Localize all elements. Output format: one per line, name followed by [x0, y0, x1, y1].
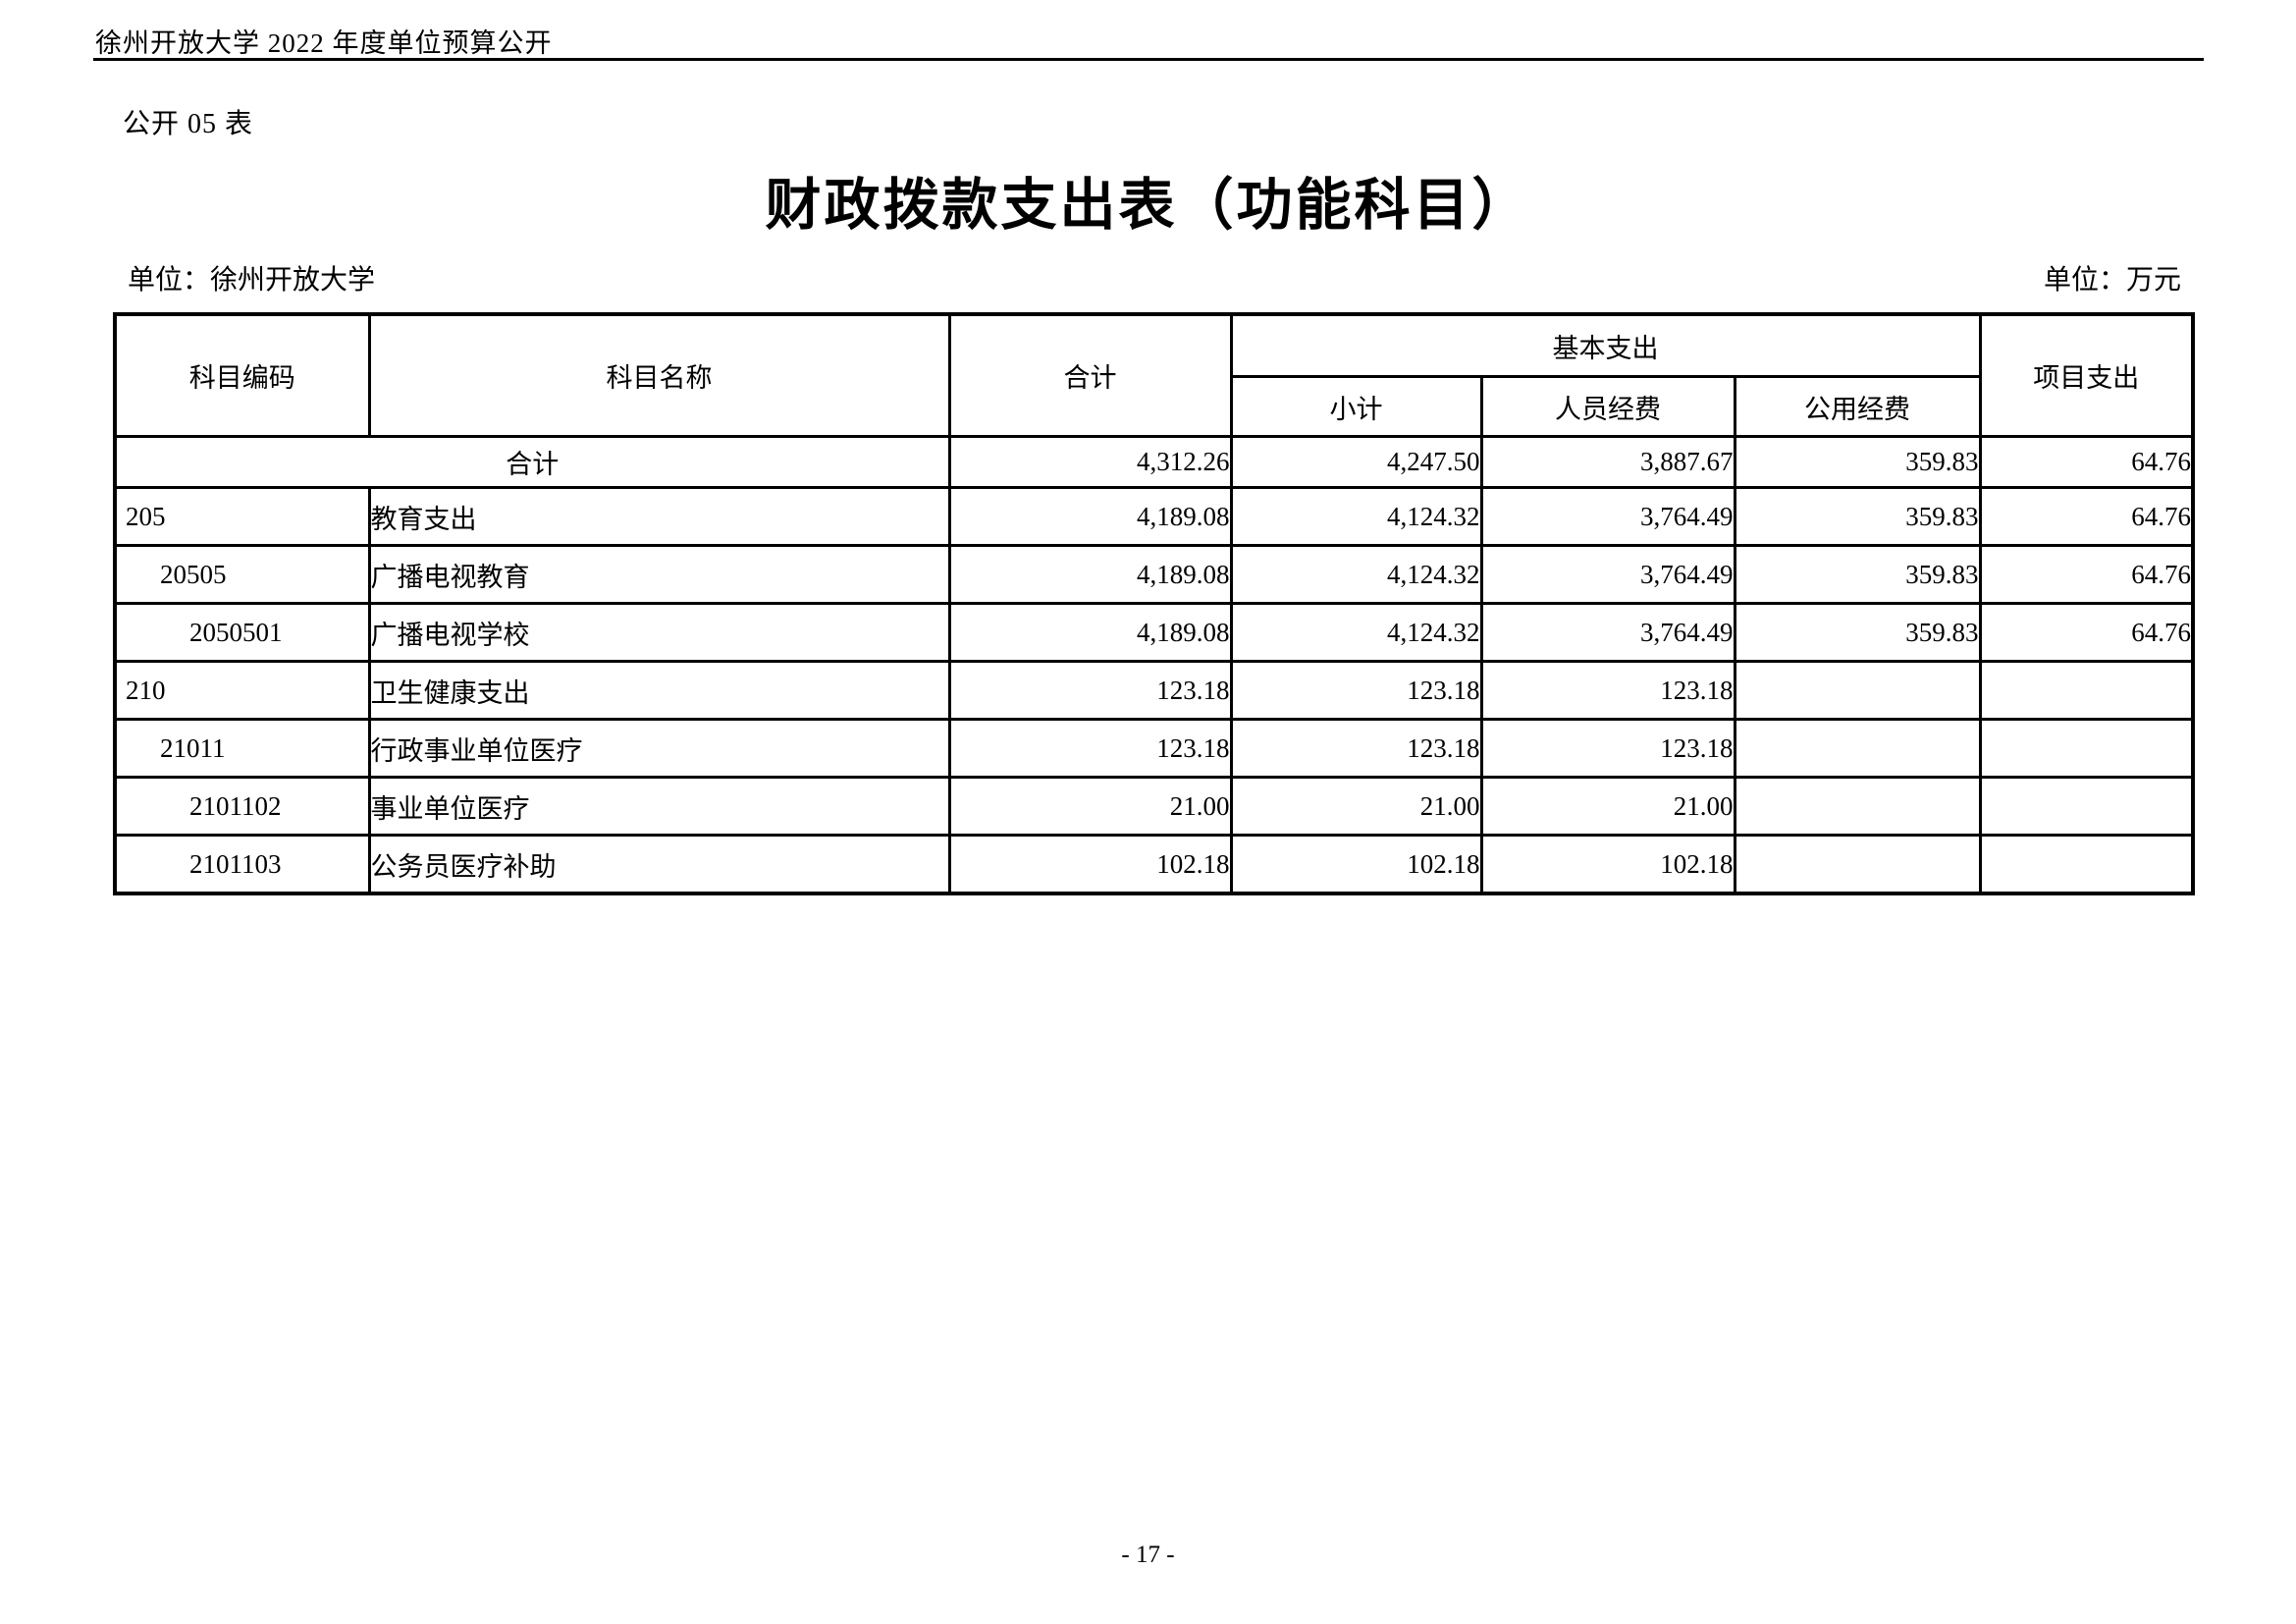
public-funds-value-cell — [1733, 834, 1982, 895]
subject-code-cell: 210 — [113, 660, 371, 721]
table-row: 2101103 公务员医疗补助 102.18 102.18 102.18 — [113, 834, 2195, 895]
subject-name-cell: 卫生健康支出 — [367, 660, 951, 721]
total-value-cell: 4,189.08 — [947, 602, 1233, 663]
col-header-personnel-funds: 人员经费 — [1479, 375, 1736, 438]
table-row-grand-total: 合计 4,312.26 4,247.50 3,887.67 359.83 64.76 — [113, 435, 2195, 489]
subject-name-cell: 广播电视教育 — [367, 544, 951, 605]
table-row: 20505 广播电视教育 4,189.08 4,124.32 3,764.49 359.8… — [113, 544, 2195, 605]
project-expenditure-value-cell: 64.76 — [1978, 486, 2195, 547]
budget-table: 科目编码 科目名称 合计 基本支出 项目支出 小计 人员经费 公用经费 合计 4,… — [113, 312, 2195, 895]
basic-subtotal-value-cell: 123.18 — [1229, 718, 1483, 779]
basic-subtotal-value-cell: 4,124.32 — [1229, 486, 1483, 547]
col-header-subtotal: 小计 — [1229, 375, 1483, 438]
table-body: 合计 4,312.26 4,247.50 3,887.67 359.83 64.76 205… — [113, 435, 2195, 895]
total-value-cell: 102.18 — [947, 834, 1233, 895]
col-header-public-funds: 公用经费 — [1733, 375, 1982, 438]
currency-unit-label: 单位：万元 — [2043, 265, 2181, 296]
table-row: 210 卫生健康支出 123.18 123.18 123.18 — [113, 660, 2195, 721]
public-funds-value-cell: 359.83 — [1733, 435, 1982, 489]
project-expenditure-value-cell: 64.76 — [1978, 602, 2195, 663]
project-expenditure-value-cell — [1978, 660, 2195, 721]
table-row: 21011 行政事业单位医疗 123.18 123.18 123.18 — [113, 718, 2195, 779]
total-value-cell: 4,189.08 — [947, 486, 1233, 547]
subject-code-cell: 2101102 — [113, 776, 371, 837]
personnel-funds-value-cell: 102.18 — [1479, 834, 1736, 895]
public-funds-value-cell — [1733, 776, 1982, 837]
grand-total-label: 合计 — [113, 435, 951, 489]
personnel-funds-value-cell: 21.00 — [1479, 776, 1736, 837]
page-title: 财政拨款支出表（功能科目） — [765, 175, 1531, 237]
subject-name-cell: 公务员医疗补助 — [367, 834, 951, 895]
subject-name-cell: 广播电视学校 — [367, 602, 951, 663]
personnel-funds-value-cell: 123.18 — [1479, 660, 1736, 721]
table-row: 2050501 广播电视学校 4,189.08 4,124.32 3,764.49 359… — [113, 602, 2195, 663]
col-header-total: 合计 — [947, 312, 1233, 438]
unit-name-label: 单位：徐州开放大学 — [128, 265, 376, 296]
basic-subtotal-value-cell: 4,124.32 — [1229, 544, 1483, 605]
total-value-cell: 123.18 — [947, 718, 1233, 779]
total-value-cell: 4,312.26 — [947, 435, 1233, 489]
personnel-funds-value-cell: 3,764.49 — [1479, 486, 1736, 547]
table-row: 205 教育支出 4,189.08 4,124.32 3,764.49 359.83 64.… — [113, 486, 2195, 547]
public-funds-value-cell: 359.83 — [1733, 544, 1982, 605]
public-funds-value-cell: 359.83 — [1733, 602, 1982, 663]
page-number: - 17 - — [1121, 1542, 1175, 1568]
personnel-funds-value-cell: 3,764.49 — [1479, 602, 1736, 663]
total-value-cell: 4,189.08 — [947, 544, 1233, 605]
public-funds-value-cell: 359.83 — [1733, 486, 1982, 547]
total-value-cell: 21.00 — [947, 776, 1233, 837]
project-expenditure-value-cell: 64.76 — [1978, 435, 2195, 489]
personnel-funds-value-cell: 123.18 — [1479, 718, 1736, 779]
public-funds-value-cell — [1733, 718, 1982, 779]
basic-subtotal-value-cell: 21.00 — [1229, 776, 1483, 837]
basic-subtotal-value-cell: 102.18 — [1229, 834, 1483, 895]
subject-code-cell: 2101103 — [113, 834, 371, 895]
col-header-subject-code: 科目编码 — [113, 312, 371, 438]
col-header-subject-name: 科目名称 — [367, 312, 951, 438]
col-header-basic-expenditure: 基本支出 — [1229, 312, 1982, 378]
project-expenditure-value-cell — [1978, 834, 2195, 895]
subject-code-cell: 20505 — [113, 544, 371, 605]
subject-code-cell: 2050501 — [113, 602, 371, 663]
table-header: 科目编码 科目名称 合计 基本支出 项目支出 小计 人员经费 公用经费 — [113, 312, 2195, 438]
subject-code-cell: 21011 — [113, 718, 371, 779]
header-row-1: 科目编码 科目名称 合计 基本支出 项目支出 — [113, 312, 2195, 438]
subject-code-cell: 205 — [113, 486, 371, 547]
project-expenditure-value-cell: 64.76 — [1978, 544, 2195, 605]
personnel-funds-value-cell: 3,887.67 — [1479, 435, 1736, 489]
header-rule — [93, 58, 2204, 61]
header-row-2: 小计 人员经费 公用经费 — [115, 375, 2193, 438]
subject-name-cell: 行政事业单位医疗 — [367, 718, 951, 779]
subject-name-cell: 事业单位医疗 — [367, 776, 951, 837]
subject-name-cell: 教育支出 — [367, 486, 951, 547]
total-value-cell: 123.18 — [947, 660, 1233, 721]
doc-header-title: 徐州开放大学 2022 年度单位预算公开 — [95, 28, 553, 58]
col-header-project-expenditure: 项目支出 — [1978, 312, 2195, 438]
personnel-funds-value-cell: 3,764.49 — [1479, 544, 1736, 605]
basic-subtotal-value-cell: 123.18 — [1229, 660, 1483, 721]
project-expenditure-value-cell — [1978, 718, 2195, 779]
table-label: 公开 05 表 — [123, 109, 254, 139]
public-funds-value-cell — [1733, 660, 1982, 721]
project-expenditure-value-cell — [1978, 776, 2195, 837]
basic-subtotal-value-cell: 4,247.50 — [1229, 435, 1483, 489]
basic-subtotal-value-cell: 4,124.32 — [1229, 602, 1483, 663]
table-row: 2101102 事业单位医疗 21.00 21.00 21.00 — [113, 776, 2195, 837]
